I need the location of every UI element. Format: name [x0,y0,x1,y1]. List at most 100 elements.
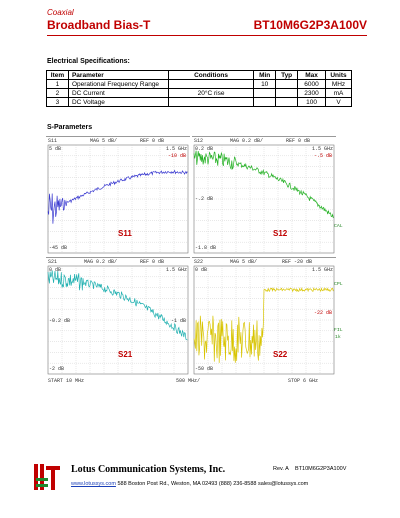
s21-trace [47,270,188,341]
website-link[interactable]: www.lotussys.com [71,481,116,487]
cell-typ [275,79,299,89]
s11-top-left: 5 dB [49,146,62,152]
cell-parameter: Operational Frequency Range [67,79,169,89]
cell-typ [275,97,299,107]
s22-header-scale: MAG 5 dB/ [230,259,258,265]
s21-top-left: 0 dB [49,267,62,273]
cell-item: 1 [46,79,69,89]
col-parameter: Parameter [67,70,169,80]
cell-units: mA [324,88,353,98]
side-label-1k: 1k [335,335,341,340]
s12-marker-value: -.5 dB [313,153,332,159]
company-name: Lotus Communication Systems, Inc. [71,464,226,475]
s21-bottom-left: -2 dB [49,366,65,372]
s22-panel: S22 MAG 5 dB/ REF -20 dB 0 dB 1.5 GHz -2… [192,257,336,376]
s21-header-ref: REF 0 dB [140,259,165,265]
s11-plot [47,144,189,254]
cell-item: 3 [46,97,69,107]
s22-label: S22 [273,350,288,359]
cell-typ [275,88,299,98]
lotus-logo-icon [34,464,60,490]
cell-conditions [167,79,255,89]
s22-bottom-left: -50 dB [195,366,214,372]
s21-header-param: S21 [48,259,58,265]
s22-mid-right: -22 dB [313,310,332,316]
col-item: Item [46,70,69,80]
cell-min [253,88,277,98]
s12-label: S12 [273,229,288,238]
cell-min [253,97,277,107]
sweep-stop: STOP 6 GHz [288,378,319,384]
cell-min: 10 [253,79,277,89]
cell-max: 6000 [297,79,326,89]
s21-top-right: 1.5 GHz [165,267,187,273]
s11-label: S11 [118,229,132,238]
s21-mid-right: -1 dB [170,318,186,324]
cell-max: 2300 [297,88,326,98]
s11-header-ref: REF 0 dB [140,138,165,144]
sweep-start: START 10 MHz [48,378,85,384]
cell-units: MHz [324,79,353,89]
s21-plot [47,265,189,375]
cell-max: 100 [297,97,326,107]
table-header-row: Item Parameter Conditions Min Typ Max Un… [46,70,353,80]
side-label-cal: CAL [334,224,343,229]
s12-plot [193,144,335,254]
s22-plot [193,265,335,375]
s22-header-ref: REF -20 dB [282,259,313,265]
sparams-title: S-Parameters [47,124,93,131]
address-text: 588 Boston Post Rd., Weston, MA 02493 (8… [115,481,309,487]
document-header: Coaxial Broadband Bias-T BT10M6G2P3A100V [47,8,367,48]
electrical-specs-table: Item Parameter Conditions Min Typ Max Un… [46,70,353,107]
cell-conditions [167,97,255,107]
s22-trace [193,287,334,363]
col-typ: Typ [275,70,299,80]
revision: Rev. A [273,466,289,472]
s11-panel: S11 MAG 5 dB/ REF 0 dB 5 dB 1.5 GHz -10 … [46,136,190,255]
col-units: Units [324,70,353,80]
s12-header-scale: MAG 0.2 dB/ [230,138,264,144]
category-label: Coaxial [47,8,74,17]
table-row: 3 DC Voltage 100 V [46,97,353,107]
cell-parameter: DC Voltage [67,97,169,107]
header-rule [47,35,367,36]
side-label-fil: FIL [334,328,343,333]
s21-panel: S21 MAG 0.2 dB/ REF 0 dB 0 dB 1.5 GHz -0… [46,257,190,376]
s11-marker-value: -10 dB [167,153,186,159]
s11-trace [47,169,188,224]
s12-trace [193,150,334,219]
table-row: 1 Operational Frequency Range 10 6000 MH… [46,79,353,89]
s21-label: S21 [118,350,133,359]
product-title: Broadband Bias-T [47,18,151,32]
cell-item: 2 [46,88,69,98]
s21-mid-left: -0.2 dB [49,318,71,324]
s11-top-right: 1.5 GHz [165,146,187,152]
s12-header-param: S12 [194,138,204,144]
cell-parameter: DC Current [67,88,169,98]
contact-line: www.lotussys.com 588 Boston Post Rd., We… [71,481,308,487]
sweep-span: 500 MHz/ [176,378,201,384]
side-label-cpl: CPL [334,282,343,287]
s12-bottom-left: -1.8 dB [195,245,217,251]
table-row: 2 DC Current 20°C rise 2300 mA [46,88,353,98]
s12-header-ref: REF 0 dB [286,138,311,144]
col-max: Max [297,70,326,80]
s21-header-scale: MAG 0.2 dB/ [84,259,118,265]
electrical-specs-title: Electrical Specifications: [47,58,130,65]
col-conditions: Conditions [167,70,255,80]
s11-header-scale: MAG 5 dB/ [90,138,118,144]
s12-top-left: 0.2 dB [195,146,214,152]
revision-part-number: BT10M6G2P3A100V [295,466,347,472]
part-number: BT10M6G2P3A100V [253,18,367,32]
s22-top-left: 0 dB [195,267,208,273]
document-footer: Lotus Communication Systems, Inc. Rev. A… [33,462,383,494]
sparams-plot-grid: S11 MAG 5 dB/ REF 0 dB 5 dB 1.5 GHz -10 … [46,136,343,388]
s11-header-param: S11 [48,138,58,144]
s12-panel: S12 MAG 0.2 dB/ REF 0 dB 0.2 dB 1.5 GHz … [192,136,336,255]
s11-bottom-left: -45 dB [49,245,68,251]
s12-mid-left: -.2 dB [195,196,214,202]
s22-header-param: S22 [194,259,204,265]
col-min: Min [253,70,277,80]
s22-top-right: 1.5 GHz [311,267,333,273]
s12-top-right: 1.5 GHz [311,146,333,152]
